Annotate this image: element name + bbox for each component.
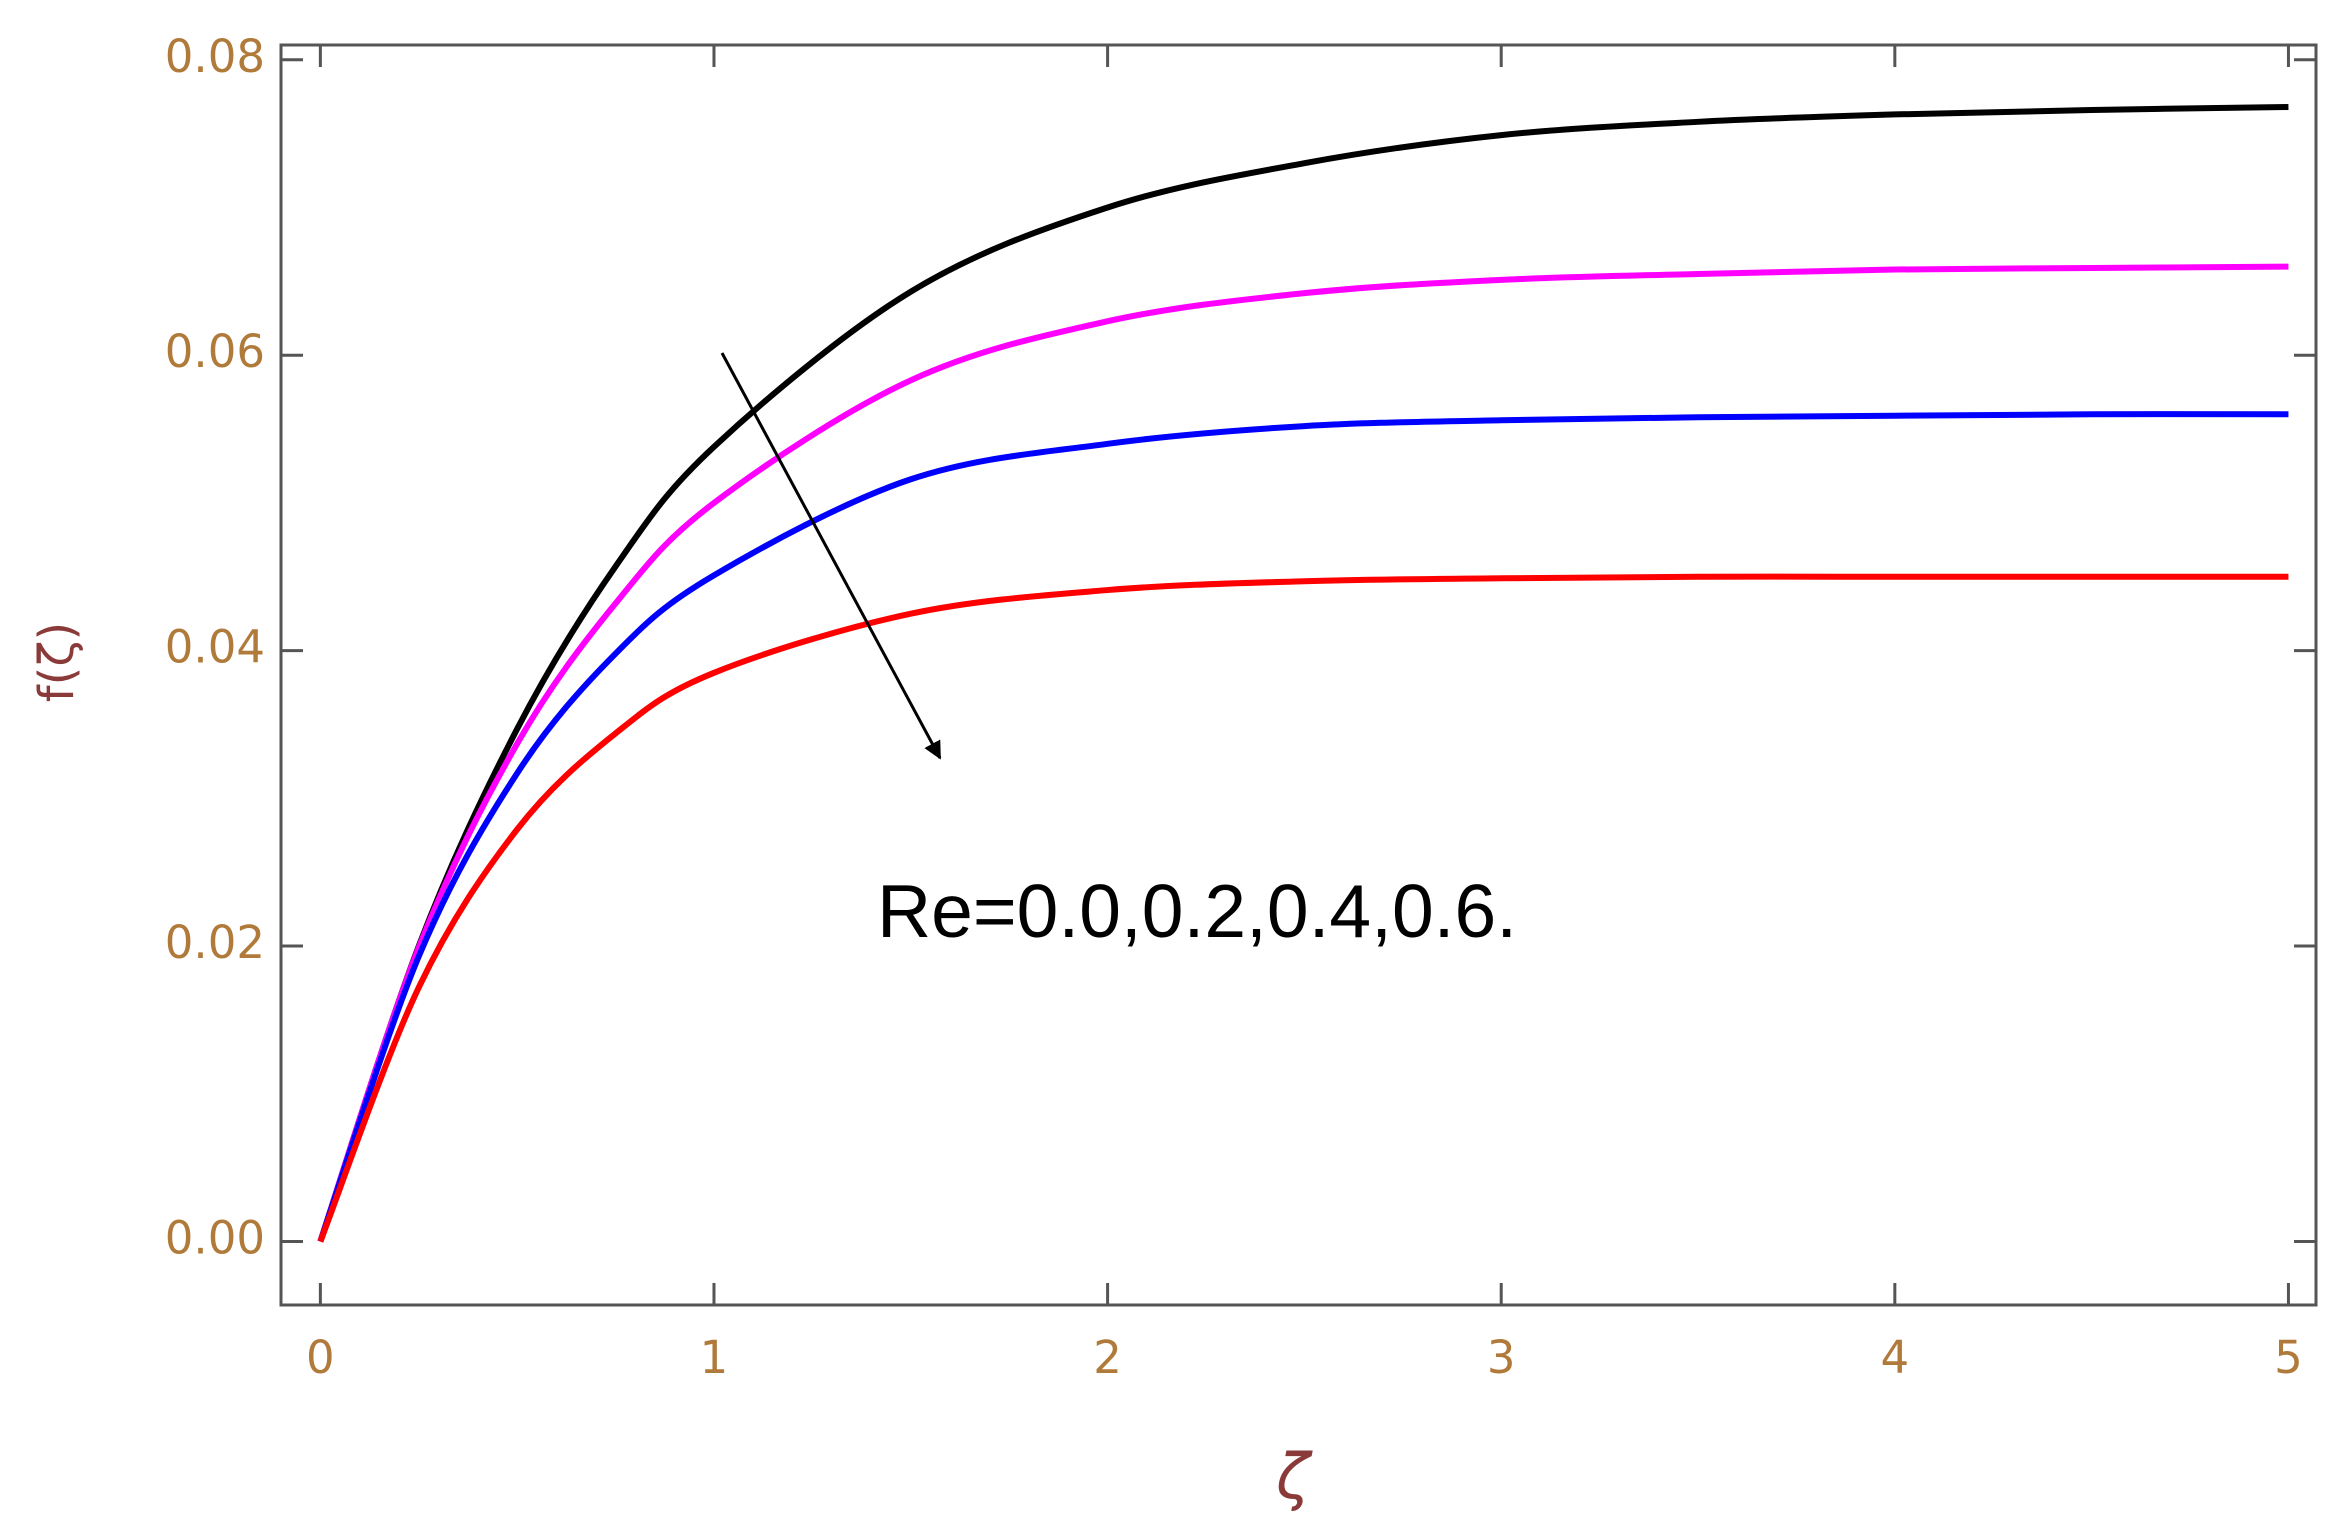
series-line: [317, 411, 2289, 1243]
y-tick-label: 0.06: [165, 325, 265, 378]
y-tick-label: 0.00: [165, 1211, 265, 1264]
series-line: [317, 104, 2289, 1243]
y-tick-label: 0.04: [165, 621, 265, 674]
x-tick-label: 0: [306, 1331, 335, 1384]
y-tick-label: 0.02: [165, 916, 265, 969]
annotation: Re=0.0,0.2,0.4,0.6.: [877, 869, 1517, 953]
plot-frame: [279, 43, 2318, 1307]
series-line: [317, 573, 2289, 1243]
plot-area: [317, 104, 2289, 1243]
arrow: [720, 352, 942, 760]
y-axis-label: f(ζ): [29, 622, 85, 702]
x-tick-label: 1: [700, 1331, 729, 1384]
x-tick-label: 3: [1487, 1331, 1516, 1384]
y-tick-label: 0.08: [165, 30, 265, 83]
x-axis-label: ζ: [1275, 1440, 1313, 1513]
series-line: [317, 263, 2289, 1243]
x-tick-label: 5: [2274, 1331, 2303, 1384]
x-tick-label: 2: [1093, 1331, 1122, 1384]
x-tick-label: 4: [1881, 1331, 1910, 1384]
